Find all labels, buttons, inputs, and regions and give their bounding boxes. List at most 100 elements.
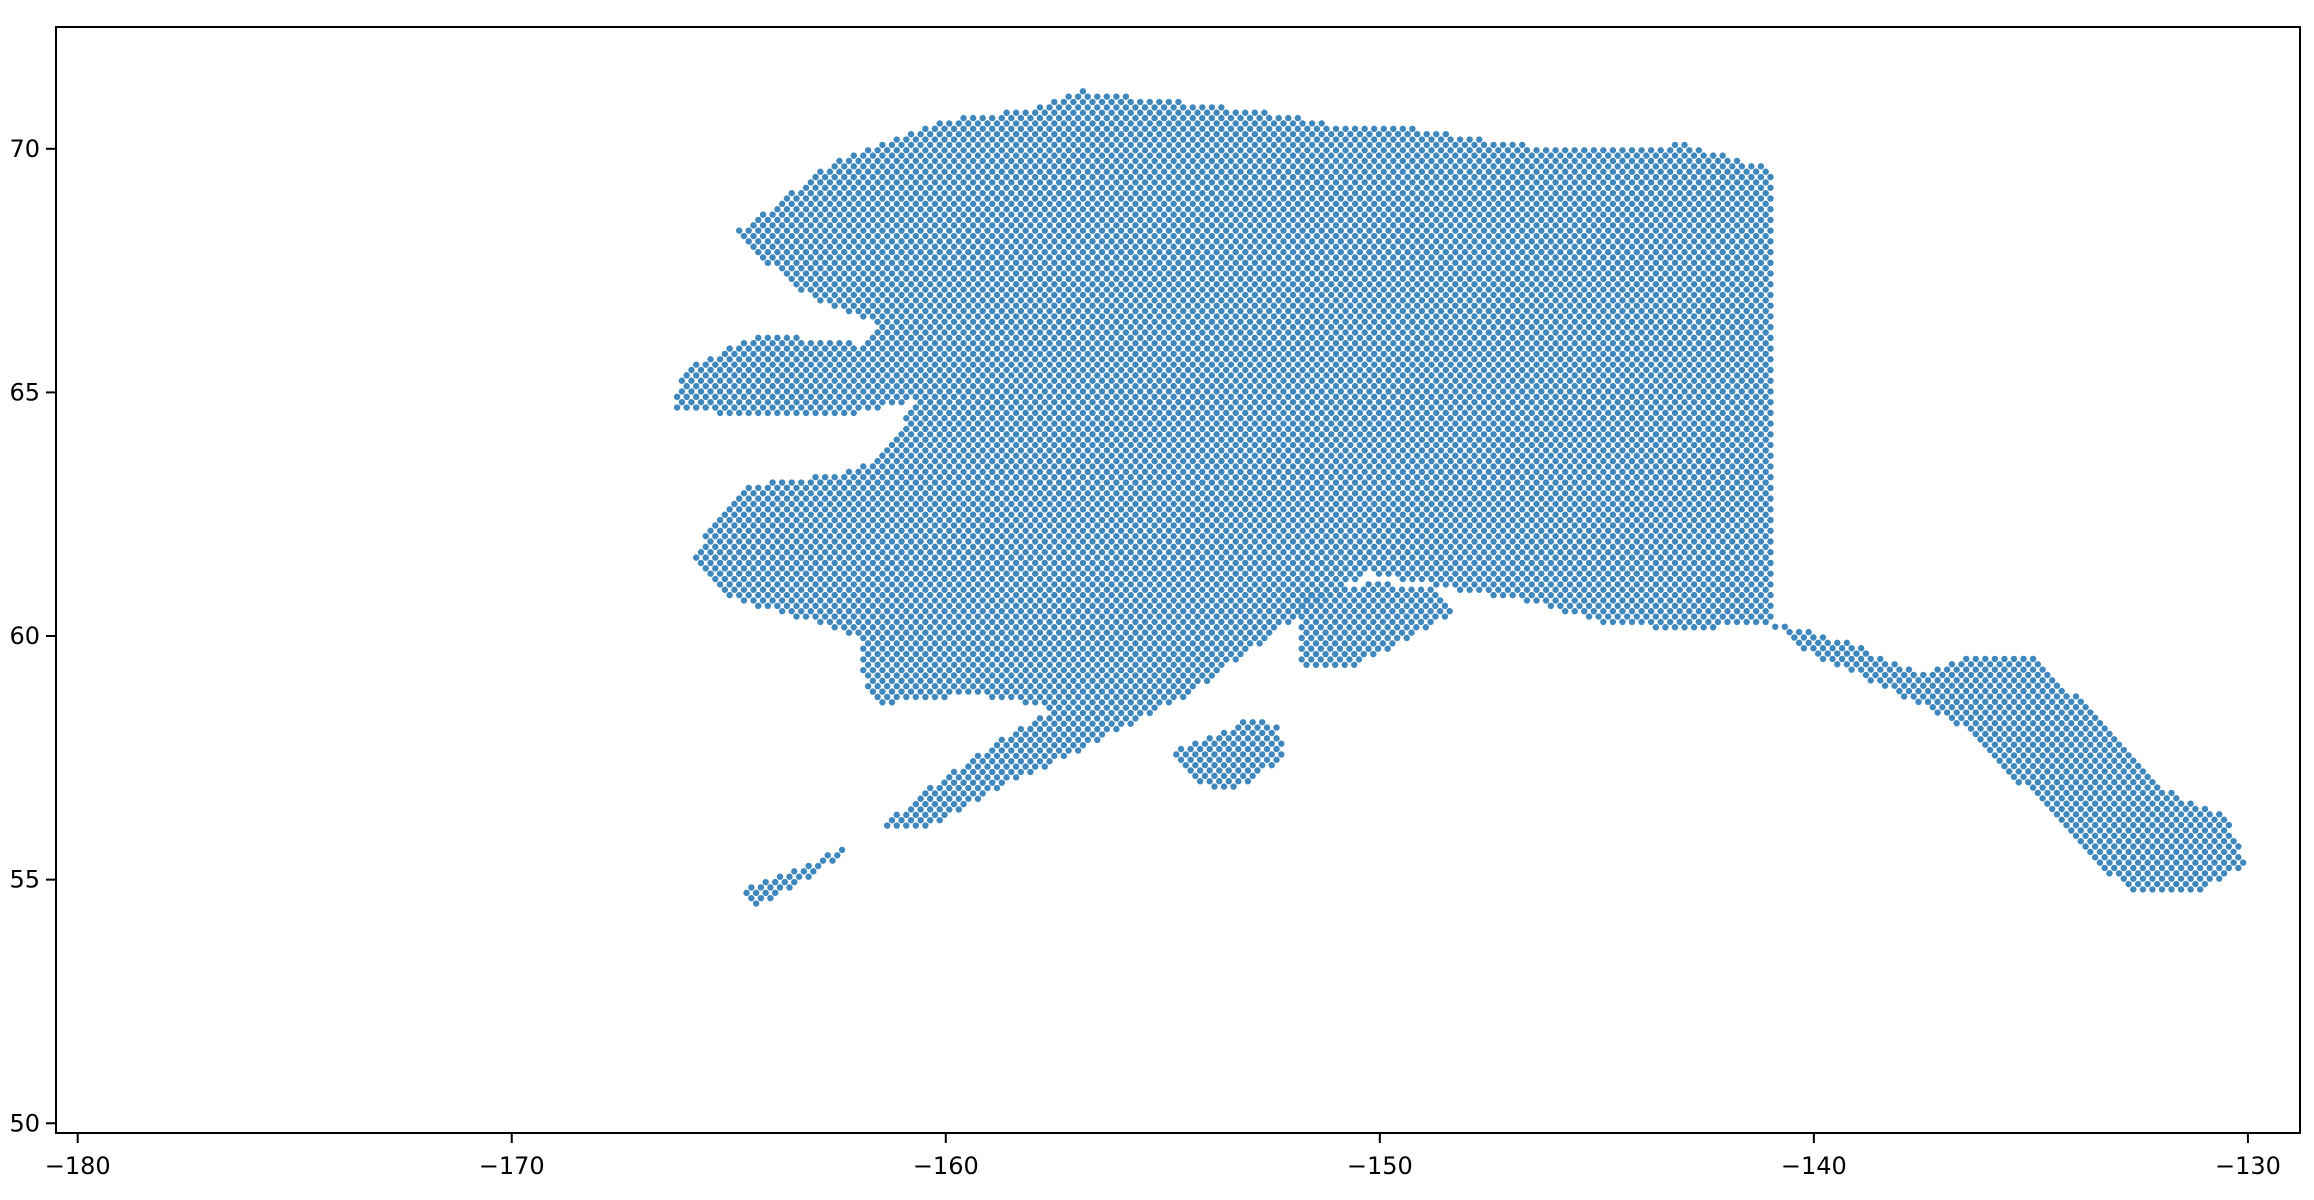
data-point — [1442, 570, 1450, 577]
data-point — [960, 500, 967, 508]
data-point — [1070, 602, 1077, 610]
data-point — [1700, 495, 1707, 502]
data-point — [1165, 613, 1173, 620]
data-point — [1127, 420, 1134, 427]
data-point — [903, 661, 910, 668]
data-point — [1748, 570, 1755, 577]
data-point — [1003, 527, 1010, 534]
data-point — [1442, 441, 1450, 449]
data-point — [922, 693, 929, 701]
data-point — [1318, 506, 1325, 513]
data-point — [1433, 506, 1440, 513]
data-point — [1547, 441, 1555, 449]
data-point — [1299, 431, 1306, 438]
data-point — [1165, 677, 1173, 685]
data-point — [1256, 415, 1263, 422]
data-point — [974, 795, 982, 802]
data-point — [1184, 677, 1192, 685]
data-point — [979, 511, 986, 518]
data-point — [836, 618, 843, 626]
data-point — [946, 463, 953, 470]
data-point — [845, 479, 853, 486]
data-point — [1738, 495, 1746, 502]
data-point — [1370, 404, 1378, 411]
data-point — [879, 506, 886, 513]
data-point — [1032, 581, 1039, 588]
data-point — [1452, 420, 1459, 427]
data-point — [716, 549, 724, 556]
data-point — [931, 532, 939, 540]
data-point — [869, 463, 877, 470]
data-point — [750, 554, 757, 561]
data-point — [1557, 420, 1564, 427]
data-point — [998, 543, 1005, 551]
data-point — [707, 538, 714, 545]
data-point — [946, 581, 953, 588]
data-point — [1055, 565, 1063, 572]
data-point — [874, 607, 881, 615]
data-point — [1366, 398, 1373, 406]
data-point — [1370, 457, 1378, 465]
data-point — [740, 500, 748, 508]
data-point — [1180, 404, 1187, 411]
data-point — [1571, 404, 1578, 411]
data-point — [1017, 607, 1025, 615]
data-point — [1585, 602, 1593, 610]
data-point — [1390, 490, 1397, 497]
data-point — [1571, 447, 1578, 454]
data-point — [1017, 511, 1025, 518]
data-point — [1218, 415, 1225, 422]
data-point — [1203, 420, 1211, 427]
data-point — [1127, 463, 1134, 470]
data-point — [922, 800, 929, 808]
data-point — [831, 581, 838, 588]
data-point — [874, 661, 881, 668]
data-point — [1175, 398, 1182, 406]
data-point — [802, 559, 810, 567]
data-point — [1122, 554, 1130, 561]
data-point — [1714, 447, 1722, 454]
data-point — [1499, 409, 1507, 417]
data-point — [1633, 581, 1640, 588]
data-point — [979, 532, 986, 540]
data-point — [1218, 468, 1225, 476]
data-point — [1652, 409, 1660, 417]
data-point — [1036, 457, 1044, 465]
data-point — [1361, 479, 1368, 486]
data-point — [1151, 565, 1158, 572]
data-point — [1476, 415, 1483, 422]
data-point — [1036, 425, 1044, 433]
data-point — [1399, 468, 1407, 476]
data-point — [1103, 522, 1111, 529]
data-point — [1032, 624, 1039, 631]
data-point — [1098, 699, 1106, 706]
data-point — [1079, 602, 1087, 610]
data-point — [1074, 704, 1082, 711]
data-point — [974, 463, 982, 470]
data-point — [1657, 457, 1664, 465]
data-point — [1194, 441, 1201, 449]
data-point — [1471, 506, 1478, 513]
data-point — [1242, 516, 1249, 524]
data-point — [817, 479, 824, 486]
data-point — [1671, 602, 1679, 610]
data-point — [898, 516, 905, 524]
data-point — [893, 565, 900, 572]
data-point — [1437, 490, 1445, 497]
data-point — [807, 511, 814, 518]
data-point — [1709, 559, 1717, 567]
data-point — [1108, 581, 1115, 588]
data-point — [1523, 447, 1531, 454]
data-point — [1041, 624, 1048, 631]
data-point — [883, 683, 891, 690]
data-point — [1337, 474, 1344, 481]
data-point — [1184, 495, 1192, 502]
data-point — [707, 570, 714, 577]
data-point — [769, 554, 776, 561]
data-point — [1585, 570, 1593, 577]
data-point — [1060, 398, 1068, 406]
data-point — [993, 613, 1001, 620]
data-point — [1514, 575, 1521, 583]
data-point — [1600, 511, 1607, 518]
data-point — [1237, 479, 1244, 486]
